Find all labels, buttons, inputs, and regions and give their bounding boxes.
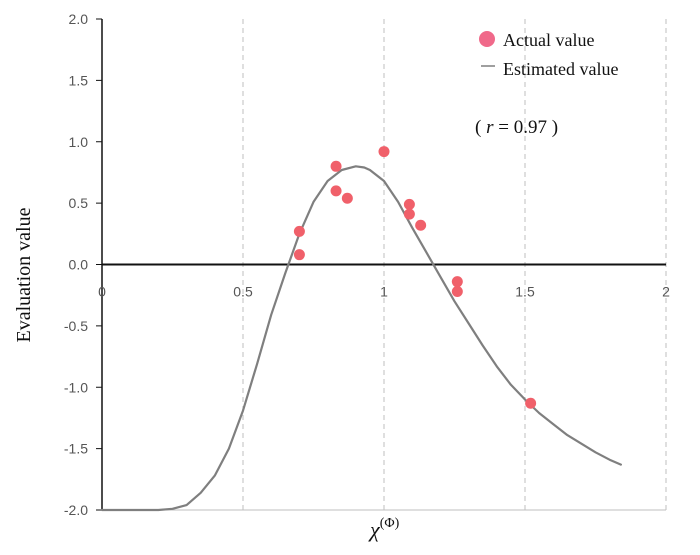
y-tick-label: -2.0 xyxy=(64,502,88,518)
annotation-var: r xyxy=(486,117,494,138)
legend-label-actual: Actual value xyxy=(503,30,594,50)
actual-value-point xyxy=(293,225,305,237)
legend: Actual value Estimated value xyxy=(479,30,618,79)
tick-labels: -2.0 -1.5 -1.0 -0.5 0.0 0.5 1.0 1.5 2.0 0 0.5 1 1.5 2 xyxy=(64,11,670,518)
x-tick-label: 2 xyxy=(662,284,670,300)
x-tick-label: 0.5 xyxy=(233,284,253,300)
y-tick-label: 0.5 xyxy=(69,195,89,211)
actual-value-point xyxy=(378,146,390,158)
actual-value-point xyxy=(330,185,342,197)
legend-label-estimated: Estimated value xyxy=(503,59,618,79)
x-axis-label-base: χ xyxy=(368,517,381,542)
axes xyxy=(96,18,666,511)
actual-value-point xyxy=(415,219,427,231)
y-tick-label: -1.0 xyxy=(64,379,88,395)
actual-value-point xyxy=(341,192,353,204)
legend-marker-actual xyxy=(479,31,495,47)
actual-value-point xyxy=(451,286,463,298)
x-axis-label: χ(Φ) xyxy=(368,516,400,542)
y-tick-label: 2.0 xyxy=(69,11,89,27)
annotation-rest: = 0.97 ) xyxy=(493,117,558,138)
y-tick-label: -1.5 xyxy=(64,441,88,457)
annotation-open: ( xyxy=(475,117,486,138)
actual-value-point xyxy=(525,397,537,409)
x-tick-label: 1.5 xyxy=(515,284,535,300)
y-tick-label: 1.0 xyxy=(69,134,89,150)
correlation-annotation: ( r = 0.97 ) xyxy=(475,117,558,138)
y-tick-label: -0.5 xyxy=(64,318,88,334)
actual-value-point xyxy=(330,160,342,172)
actual-value-point xyxy=(403,208,415,220)
actual-value-point xyxy=(293,249,305,261)
y-axis-label: Evaluation value xyxy=(13,207,35,342)
estimated-value-curve xyxy=(100,165,623,512)
series-layer xyxy=(100,146,623,512)
actual-value-point xyxy=(403,198,415,210)
y-tick-label: 1.5 xyxy=(69,72,89,88)
x-tick-label: 0 xyxy=(98,284,106,300)
y-tick-label: 0.0 xyxy=(69,257,89,273)
actual-value-point xyxy=(451,276,463,288)
x-tick-label: 1 xyxy=(380,284,388,300)
x-axis-label-sup: (Φ) xyxy=(380,516,400,531)
